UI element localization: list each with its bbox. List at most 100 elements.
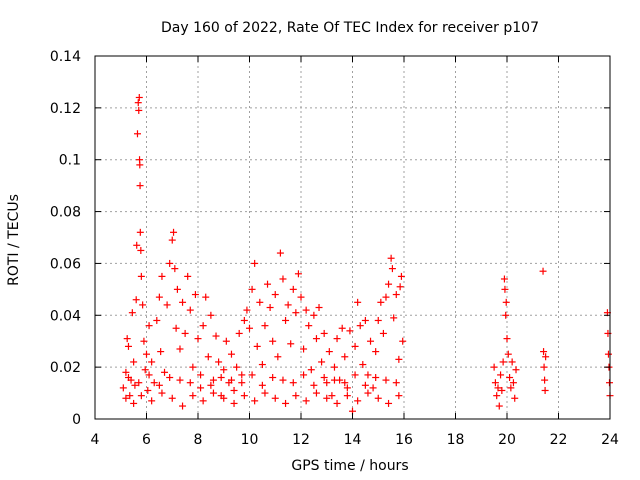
data-point-marker [385,280,393,288]
data-point-marker [364,389,372,397]
data-point-marker [119,384,127,392]
data-point-marker [506,374,514,382]
data-point-marker [300,371,308,379]
data-point-marker [323,394,331,402]
data-point-marker [141,366,149,374]
data-point-marker [132,296,140,304]
data-point-marker [330,363,338,371]
x-tick-label: 22 [550,432,568,448]
data-point-marker [145,371,153,379]
data-point-marker [155,381,163,389]
data-point-marker [186,379,194,387]
data-point-marker [493,392,501,400]
data-point-marker [131,381,139,389]
data-point-marker [209,376,217,384]
data-point-marker [122,394,130,402]
data-point-marker [179,298,187,306]
data-point-marker [512,366,520,374]
data-point-marker [248,285,256,293]
data-point-marker [139,301,147,309]
y-tick-label: 0.12 [50,101,81,117]
data-point-marker [346,327,354,335]
data-point-marker [501,285,509,293]
data-point-marker [153,316,161,324]
data-point-marker [143,350,150,358]
data-point-marker [377,298,385,306]
data-point-marker [230,386,238,394]
data-point-marker [230,399,238,407]
data-point-marker [124,342,132,350]
data-point-marker [161,368,169,376]
data-point-marker [240,392,248,400]
data-point-marker [541,386,549,394]
data-point-marker [387,254,395,262]
data-point-marker [374,394,382,402]
data-point-marker [123,335,131,343]
data-point-marker [498,386,506,394]
data-point-marker [385,399,393,407]
x-tick-label: 4 [91,432,100,448]
data-point-marker [155,293,163,301]
data-point-marker [238,371,246,379]
data-point-marker [508,358,516,366]
data-point-marker [310,311,318,319]
y-tick-label: 0.02 [50,360,81,376]
data-point-marker [184,272,192,280]
data-point-marker [294,270,302,278]
data-point-marker [217,374,225,382]
data-point-marker [202,293,210,301]
data-point-marker [199,322,207,330]
data-point-marker [133,130,141,138]
data-point-marker [189,363,197,371]
data-point-marker [297,293,305,301]
data-point-marker [246,324,253,332]
data-point-marker [145,322,153,330]
data-point-marker [354,298,362,306]
data-point-marker [148,397,156,405]
data-point-marker [276,249,284,257]
data-point-marker [248,371,256,379]
data-point-marker [191,291,199,299]
data-point-marker [541,376,549,384]
data-point-marker [605,379,613,387]
y-tick-label: 0 [72,412,81,428]
data-point-marker [542,353,550,361]
data-point-marker [137,392,145,400]
data-point-marker [189,392,197,400]
data-point-marker [351,371,359,379]
x-tick-label: 24 [601,432,619,448]
data-point-marker [186,306,194,314]
data-point-marker [379,329,387,337]
data-point-marker [540,348,548,356]
data-point-marker [176,345,184,353]
data-point-marker [220,366,228,374]
data-point-marker [279,376,287,384]
data-point-marker [328,392,336,400]
data-point-marker [503,335,511,343]
data-point-marker [253,342,261,350]
data-point-marker [148,358,156,366]
data-point-marker [279,275,287,283]
data-point-marker [130,358,138,366]
data-point-marker [140,337,148,345]
data-point-marker [261,322,269,330]
y-tick-label: 0.06 [50,256,81,272]
data-point-marker [258,361,266,369]
data-point-marker [172,324,180,332]
data-point-marker [504,350,512,358]
data-point-marker [227,376,235,384]
data-point-marker [158,389,166,397]
data-point-marker [330,376,338,384]
data-point-marker [364,371,372,379]
data-point-marker [238,379,246,387]
data-point-marker [240,316,248,324]
data-point-marker [243,306,251,314]
data-point-marker [338,324,346,332]
data-point-marker [292,309,300,317]
data-point-marker [199,397,207,405]
data-point-marker [135,379,143,387]
data-point-marker [269,337,277,345]
data-point-marker [194,335,202,343]
data-point-marker [300,345,308,353]
